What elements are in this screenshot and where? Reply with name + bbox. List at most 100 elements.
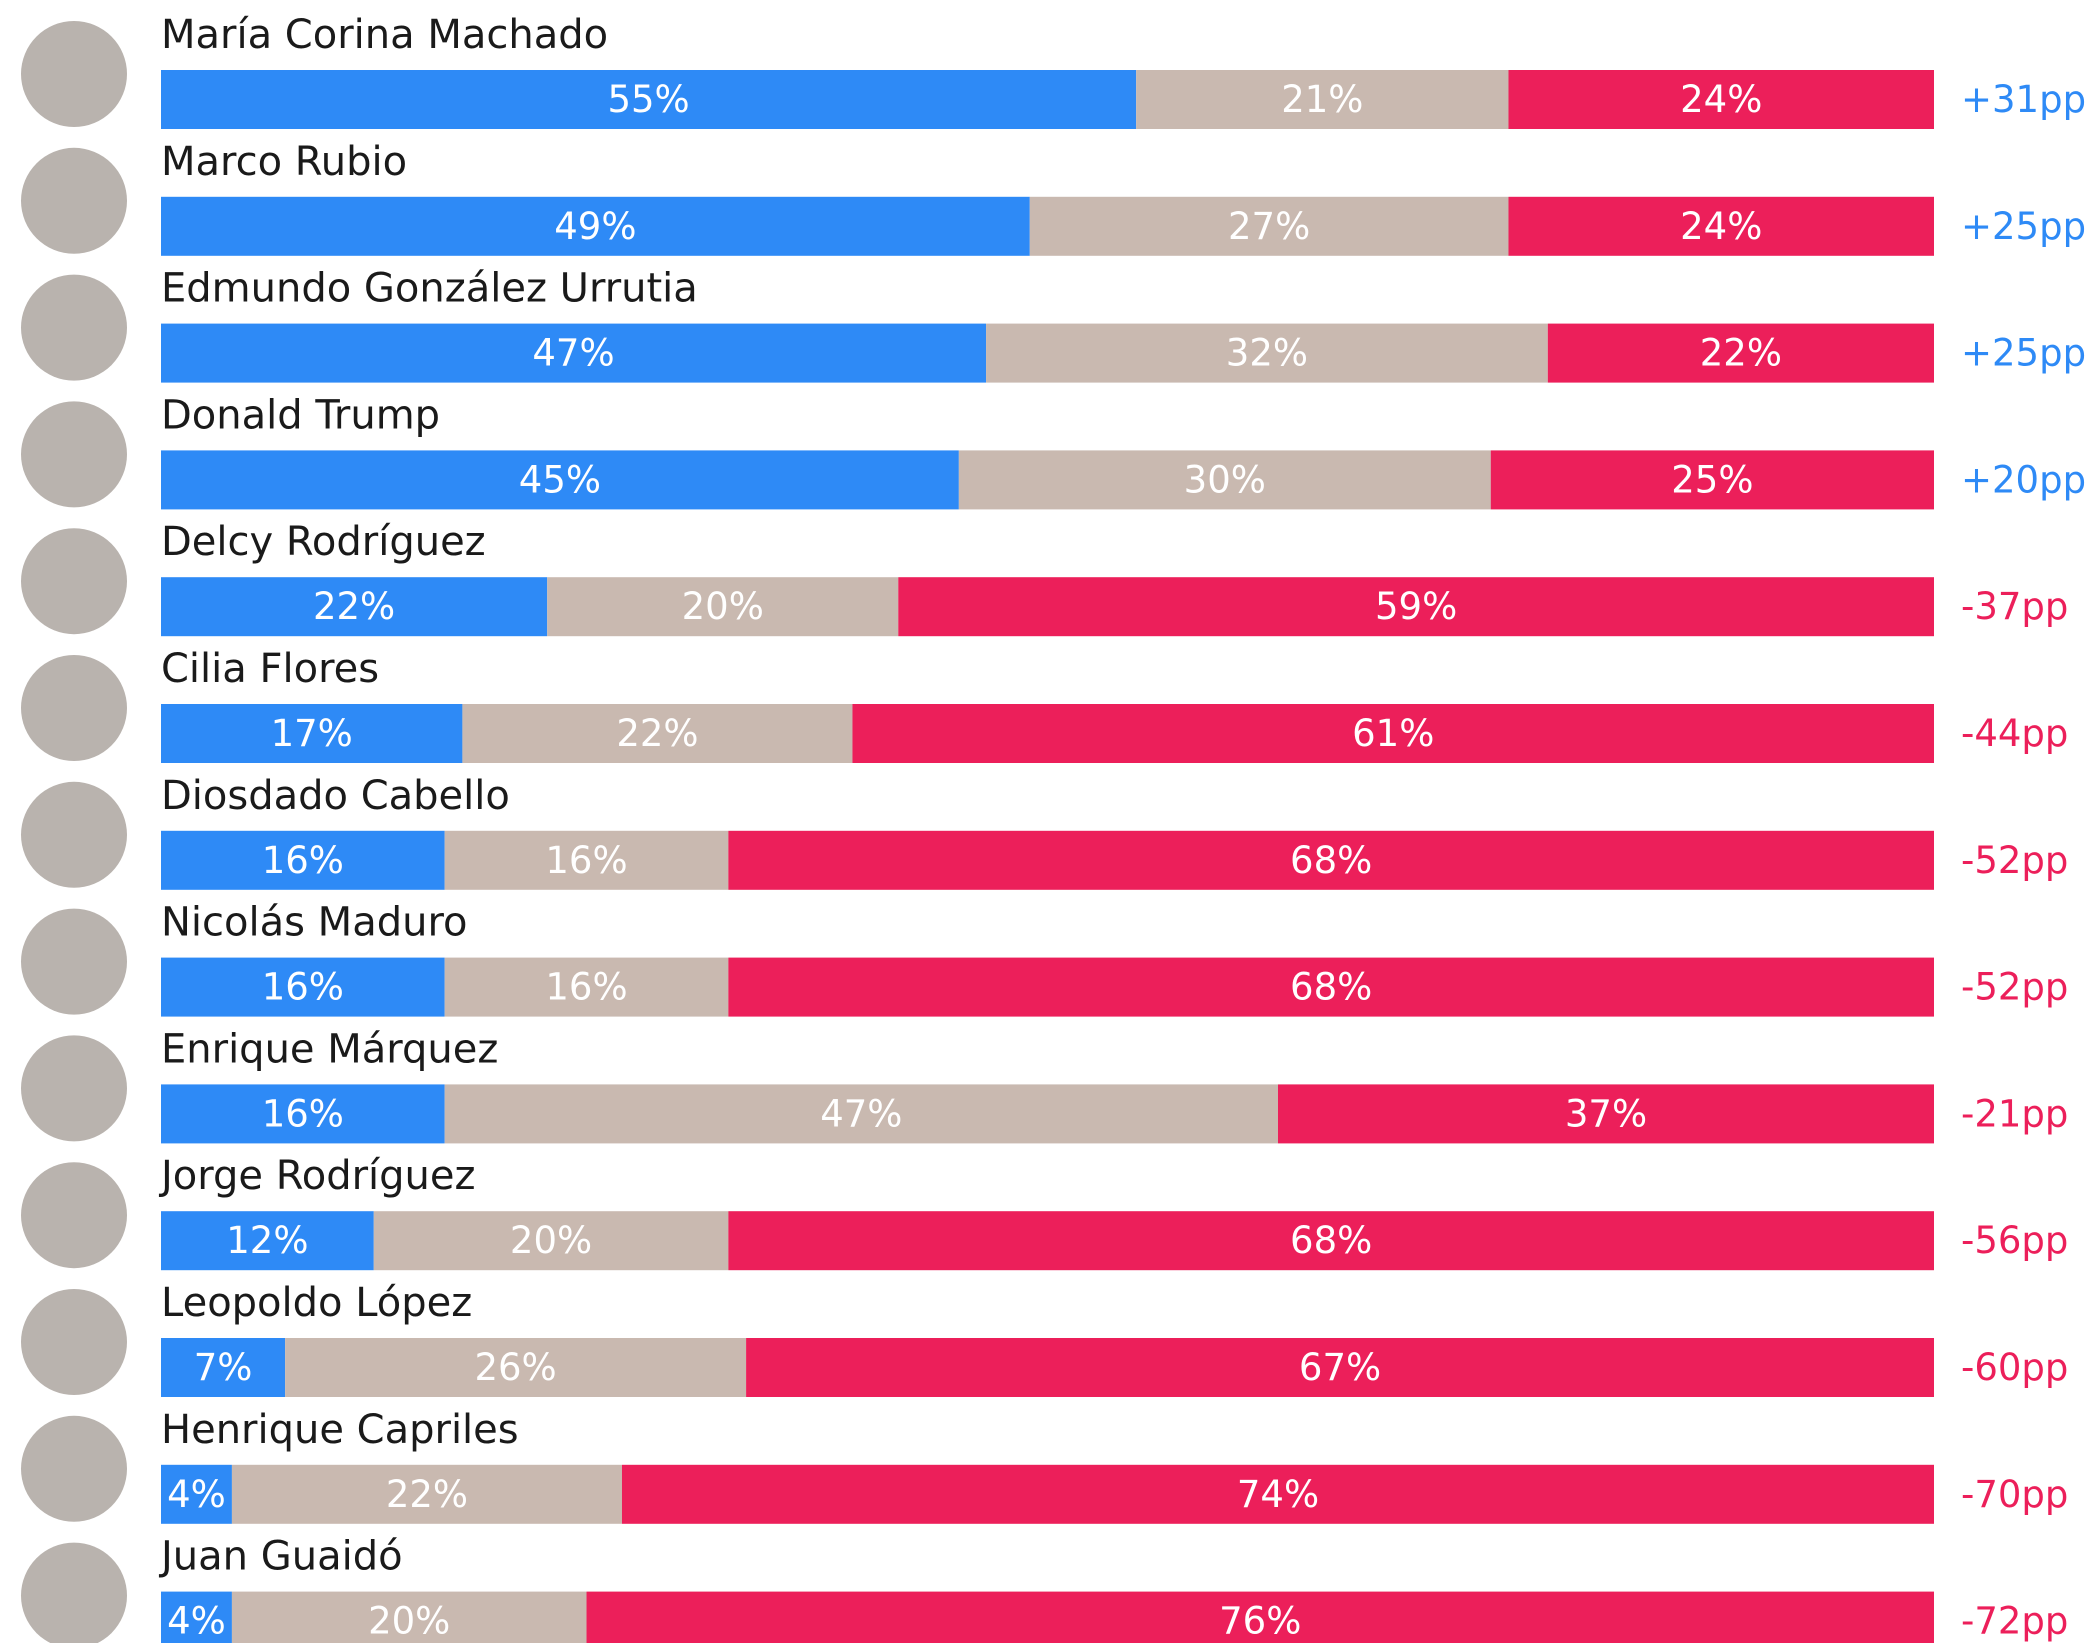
avatar bbox=[21, 908, 127, 1015]
bar-segment bbox=[161, 1464, 232, 1524]
segment-label: 55% bbox=[607, 78, 689, 121]
bar-segment bbox=[986, 323, 1548, 383]
avatar bbox=[21, 1415, 127, 1522]
net-label: -44pp bbox=[1961, 712, 2068, 755]
avatar bbox=[21, 1162, 127, 1269]
bar-segment bbox=[1547, 323, 1934, 383]
segment-label: 74% bbox=[1237, 1473, 1319, 1516]
bar-segment bbox=[161, 323, 987, 383]
segment-label: 68% bbox=[1290, 1219, 1372, 1262]
avatar bbox=[21, 147, 127, 254]
bar-segment bbox=[1508, 70, 1934, 129]
segment-label: 22% bbox=[1700, 332, 1782, 375]
bar-segment bbox=[161, 704, 463, 763]
segment-label: 22% bbox=[616, 712, 698, 755]
bar-segment bbox=[1277, 1084, 1934, 1144]
bar-segment bbox=[444, 830, 729, 890]
bar-segment bbox=[161, 1591, 232, 1643]
bar-segment bbox=[161, 450, 959, 510]
segment-label: 20% bbox=[682, 585, 764, 628]
segment-label: 47% bbox=[820, 1092, 902, 1135]
net-label: -60pp bbox=[1961, 1346, 2068, 1389]
segment-label: 68% bbox=[1290, 839, 1372, 882]
bar-segment bbox=[746, 1338, 1934, 1397]
segment-label: 24% bbox=[1680, 78, 1762, 121]
bar-segment bbox=[161, 196, 1030, 256]
bar-segment bbox=[161, 1211, 374, 1271]
segment-label: 22% bbox=[313, 585, 395, 628]
bar-segment bbox=[621, 1464, 1934, 1524]
bar-segment bbox=[161, 830, 445, 890]
segment-label: 16% bbox=[262, 839, 344, 882]
bar-segment bbox=[898, 577, 1934, 637]
segment-label: 37% bbox=[1565, 1092, 1647, 1135]
row-label: Leopoldo López bbox=[161, 1280, 472, 1326]
net-label: +25pp bbox=[1961, 205, 2086, 248]
bar-segment bbox=[161, 577, 548, 637]
avatar bbox=[21, 781, 127, 888]
segment-label: 27% bbox=[1228, 205, 1310, 248]
segment-label: 61% bbox=[1352, 712, 1434, 755]
avatar bbox=[21, 274, 127, 381]
bar-segment bbox=[728, 1211, 1934, 1271]
segment-label: 21% bbox=[1281, 78, 1363, 121]
bar-segment bbox=[547, 577, 899, 637]
bar-segment bbox=[1136, 70, 1509, 129]
row-label: Edmundo González Urrutia bbox=[161, 266, 698, 312]
row-label: Nicolás Maduro bbox=[161, 900, 467, 946]
net-label: -52pp bbox=[1961, 839, 2068, 882]
segment-label: 17% bbox=[271, 712, 353, 755]
net-label: +20pp bbox=[1961, 458, 2086, 501]
bar-segment bbox=[373, 1211, 729, 1271]
bar-segment bbox=[285, 1338, 747, 1397]
net-label: +25pp bbox=[1961, 332, 2086, 375]
avatar bbox=[21, 1289, 127, 1395]
row-label: Jorge Rodríguez bbox=[158, 1153, 476, 1199]
bar-segment bbox=[958, 450, 1491, 510]
segment-label: 4% bbox=[167, 1473, 226, 1516]
segment-label: 24% bbox=[1680, 205, 1762, 248]
segment-label: 68% bbox=[1290, 966, 1372, 1009]
segment-label: 20% bbox=[368, 1600, 450, 1643]
net-label: -37pp bbox=[1961, 585, 2068, 628]
segment-label: 25% bbox=[1671, 458, 1753, 501]
segment-label: 45% bbox=[519, 458, 601, 501]
net-label: -70pp bbox=[1961, 1473, 2068, 1516]
segment-label: 16% bbox=[262, 1092, 344, 1135]
row-label: Donald Trump bbox=[161, 392, 440, 438]
avatar bbox=[21, 1035, 127, 1142]
row-label: María Corina Machado bbox=[161, 12, 608, 58]
bar-segment bbox=[728, 830, 1934, 890]
avatar bbox=[21, 528, 127, 635]
bar-segment bbox=[852, 704, 1934, 763]
avatar bbox=[21, 1542, 127, 1643]
net-label: -56pp bbox=[1961, 1219, 2068, 1262]
segment-label: 49% bbox=[554, 205, 636, 248]
segment-label: 16% bbox=[545, 966, 627, 1009]
segment-label: 7% bbox=[194, 1346, 253, 1389]
avatar bbox=[21, 655, 127, 761]
bar-segment bbox=[728, 957, 1934, 1017]
net-label: +31pp bbox=[1961, 78, 2086, 121]
bar-segment bbox=[161, 70, 1137, 129]
bar-segment bbox=[586, 1591, 1934, 1643]
row-label: Marco Rubio bbox=[161, 139, 407, 185]
bar-segment bbox=[1029, 196, 1509, 256]
bar-segment bbox=[231, 1591, 587, 1643]
segment-label: 16% bbox=[545, 839, 627, 882]
net-label: -52pp bbox=[1961, 966, 2068, 1009]
bar-segment bbox=[1508, 196, 1934, 256]
avatar bbox=[21, 21, 127, 127]
bar-segment bbox=[161, 1084, 445, 1144]
row-label: Delcy Rodríguez bbox=[161, 519, 486, 565]
segment-label: 30% bbox=[1184, 458, 1266, 501]
row-label: Diosdado Cabello bbox=[161, 773, 510, 819]
row-label: Juan Guaidó bbox=[158, 1534, 403, 1580]
segment-label: 59% bbox=[1375, 585, 1457, 628]
row-label: Enrique Márquez bbox=[161, 1026, 498, 1072]
net-label: -72pp bbox=[1961, 1600, 2068, 1643]
segment-label: 26% bbox=[474, 1346, 556, 1389]
segment-label: 20% bbox=[510, 1219, 592, 1262]
